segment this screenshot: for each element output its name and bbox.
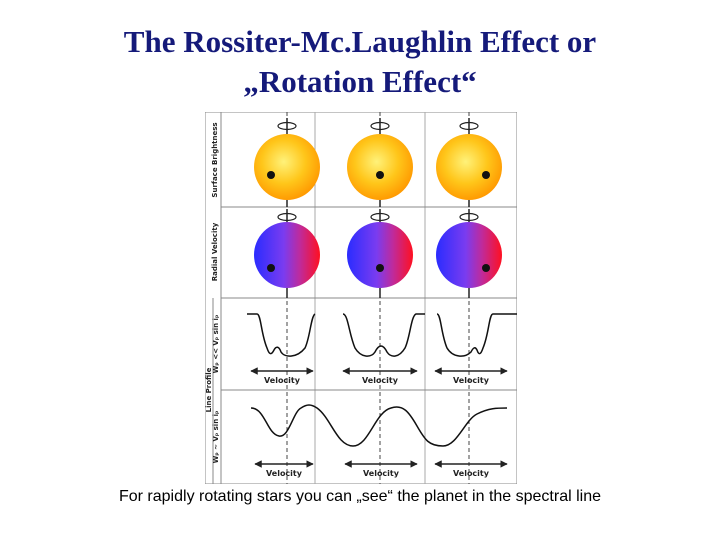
planet-dot-5 bbox=[376, 264, 384, 272]
slow-rotation-condition-label: Wₚ << Vₚ sin iₚ bbox=[212, 315, 220, 374]
velocity-label-5: Velocity bbox=[363, 469, 400, 478]
slide-caption: For rapidly rotating stars you can „see“… bbox=[118, 488, 602, 505]
fast-rotation-condition-label: Wₚ ~ Vₚ sin iₚ bbox=[212, 411, 220, 464]
star-brightness-3 bbox=[436, 118, 502, 207]
title-line-1: The Rossiter-Mc.Laughlin Effect or bbox=[123, 24, 597, 59]
star-velocity-2 bbox=[347, 209, 413, 298]
velocity-label-3: Velocity bbox=[453, 376, 490, 385]
line-profile-slow-row: Velocity Velocity Velocity bbox=[247, 313, 517, 385]
surface-brightness-row bbox=[254, 118, 502, 207]
velocity-label-4: Velocity bbox=[266, 469, 303, 478]
line-profile-slow-1 bbox=[247, 313, 316, 357]
surface-brightness-label: Surface Brightness bbox=[211, 122, 219, 197]
rossiter-mclaughlin-figure: Surface Brightness Radial Velocity Line … bbox=[205, 112, 517, 484]
velocity-label-6: Velocity bbox=[453, 469, 490, 478]
line-profile-label: Line Profile bbox=[205, 367, 213, 412]
title-line-2: „Rotation Effect“ bbox=[243, 64, 477, 99]
line-profile-slow-2 bbox=[342, 313, 425, 357]
velocity-label-2: Velocity bbox=[362, 376, 399, 385]
line-profile-fast-row: Velocity Velocity Velocity bbox=[250, 404, 508, 478]
planet-dot-4 bbox=[267, 264, 275, 272]
line-profile-fast bbox=[250, 404, 508, 447]
line-profile-slow-3 bbox=[436, 313, 517, 357]
velocity-label-1: Velocity bbox=[264, 376, 301, 385]
radial-velocity-label: Radial Velocity bbox=[211, 222, 219, 281]
planet-dot-3 bbox=[482, 171, 490, 179]
planet-dot-1 bbox=[267, 171, 275, 179]
radial-velocity-row bbox=[254, 209, 502, 298]
slide-title: The Rossiter-Mc.Laughlin Effect or „Rota… bbox=[0, 22, 720, 102]
star-brightness-1 bbox=[254, 118, 320, 207]
star-brightness-2 bbox=[347, 118, 413, 207]
planet-dot-2 bbox=[376, 171, 384, 179]
planet-dot-6 bbox=[482, 264, 490, 272]
